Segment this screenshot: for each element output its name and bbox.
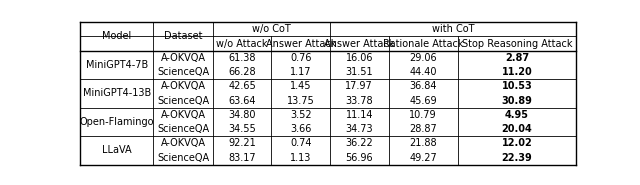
Text: 33.78: 33.78 xyxy=(346,95,373,106)
Text: ScienceQA: ScienceQA xyxy=(157,152,209,163)
Text: 83.17: 83.17 xyxy=(228,152,256,163)
Text: 16.06: 16.06 xyxy=(346,53,373,63)
Text: Model: Model xyxy=(102,31,131,41)
Text: 3.66: 3.66 xyxy=(290,124,312,134)
Text: 30.89: 30.89 xyxy=(502,95,532,106)
Text: ScienceQA: ScienceQA xyxy=(157,95,209,106)
Text: MiniGPT4-13B: MiniGPT4-13B xyxy=(83,88,151,98)
Text: Answer Attack: Answer Attack xyxy=(266,38,336,49)
Text: 29.06: 29.06 xyxy=(410,53,437,63)
Text: Stop Reasoning Attack: Stop Reasoning Attack xyxy=(461,38,572,49)
Text: 66.28: 66.28 xyxy=(228,67,256,77)
Text: 13.75: 13.75 xyxy=(287,95,315,106)
Text: w/o CoT: w/o CoT xyxy=(252,24,291,34)
Text: 56.96: 56.96 xyxy=(346,152,373,163)
Text: 28.87: 28.87 xyxy=(410,124,437,134)
Text: 42.65: 42.65 xyxy=(228,81,256,91)
Text: Rationale Attack: Rationale Attack xyxy=(383,38,463,49)
Text: A-OKVQA: A-OKVQA xyxy=(161,81,205,91)
Text: A-OKVQA: A-OKVQA xyxy=(161,53,205,63)
Text: 0.74: 0.74 xyxy=(290,138,312,148)
Text: A-OKVQA: A-OKVQA xyxy=(161,138,205,148)
Text: 22.39: 22.39 xyxy=(502,152,532,163)
Text: 10.53: 10.53 xyxy=(502,81,532,91)
Text: LLaVA: LLaVA xyxy=(102,145,131,155)
Text: 20.04: 20.04 xyxy=(502,124,532,134)
Text: 45.69: 45.69 xyxy=(410,95,437,106)
Text: 34.73: 34.73 xyxy=(346,124,373,134)
Text: with CoT: with CoT xyxy=(432,24,474,34)
Text: 1.13: 1.13 xyxy=(290,152,312,163)
Text: MiniGPT4-7B: MiniGPT4-7B xyxy=(86,60,148,70)
Text: Answer Attack: Answer Attack xyxy=(324,38,394,49)
Text: 21.88: 21.88 xyxy=(410,138,437,148)
Text: 3.52: 3.52 xyxy=(290,110,312,120)
Text: 49.27: 49.27 xyxy=(410,152,437,163)
Text: 1.45: 1.45 xyxy=(290,81,312,91)
Text: 63.64: 63.64 xyxy=(228,95,256,106)
Text: 12.02: 12.02 xyxy=(502,138,532,148)
Text: Open-Flamingo: Open-Flamingo xyxy=(79,117,154,127)
Text: 1.17: 1.17 xyxy=(290,67,312,77)
Text: 36.84: 36.84 xyxy=(410,81,437,91)
Text: Dataset: Dataset xyxy=(164,31,202,41)
Text: 34.55: 34.55 xyxy=(228,124,256,134)
Text: ScienceQA: ScienceQA xyxy=(157,124,209,134)
Text: 11.20: 11.20 xyxy=(502,67,532,77)
Text: 36.22: 36.22 xyxy=(346,138,373,148)
Text: 4.95: 4.95 xyxy=(505,110,529,120)
Text: 10.79: 10.79 xyxy=(410,110,437,120)
Text: 31.51: 31.51 xyxy=(346,67,373,77)
Text: 0.76: 0.76 xyxy=(290,53,312,63)
Text: 34.80: 34.80 xyxy=(228,110,256,120)
Text: 61.38: 61.38 xyxy=(228,53,256,63)
Text: 11.14: 11.14 xyxy=(346,110,373,120)
Text: 2.87: 2.87 xyxy=(505,53,529,63)
Text: 17.97: 17.97 xyxy=(346,81,373,91)
Text: ScienceQA: ScienceQA xyxy=(157,67,209,77)
Text: A-OKVQA: A-OKVQA xyxy=(161,110,205,120)
Text: w/o Attack: w/o Attack xyxy=(216,38,268,49)
Text: 44.40: 44.40 xyxy=(410,67,437,77)
Text: 92.21: 92.21 xyxy=(228,138,256,148)
